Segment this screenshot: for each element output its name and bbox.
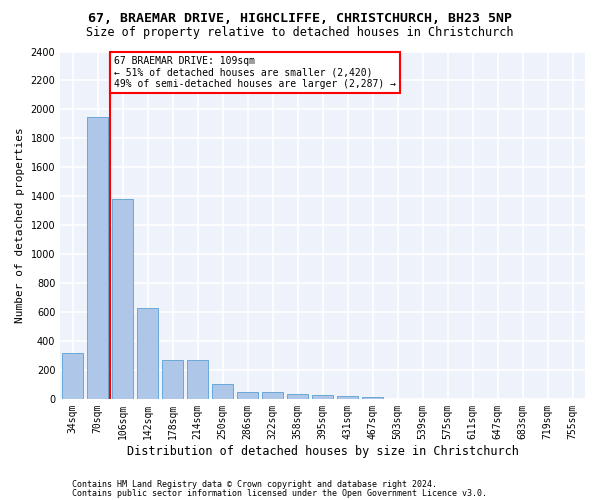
Bar [137, 308, 158, 399]
X-axis label: Distribution of detached houses by size in Christchurch: Distribution of detached houses by size … [127, 444, 518, 458]
Bar [162, 360, 183, 399]
Bar [187, 360, 208, 399]
Text: 67, BRAEMAR DRIVE, HIGHCLIFFE, CHRISTCHURCH, BH23 5NP: 67, BRAEMAR DRIVE, HIGHCLIFFE, CHRISTCHU… [88, 12, 512, 26]
Bar [312, 395, 333, 399]
Bar [212, 384, 233, 399]
Y-axis label: Number of detached properties: Number of detached properties [15, 128, 25, 323]
Text: Contains public sector information licensed under the Open Government Licence v3: Contains public sector information licen… [72, 488, 487, 498]
Bar [87, 116, 108, 399]
Text: Size of property relative to detached houses in Christchurch: Size of property relative to detached ho… [86, 26, 514, 39]
Bar [337, 396, 358, 399]
Text: 67 BRAEMAR DRIVE: 109sqm
← 51% of detached houses are smaller (2,420)
49% of sem: 67 BRAEMAR DRIVE: 109sqm ← 51% of detach… [114, 56, 396, 89]
Bar [262, 392, 283, 399]
Bar [62, 353, 83, 399]
Bar [237, 392, 258, 399]
Bar [287, 394, 308, 399]
Bar [112, 199, 133, 399]
Text: Contains HM Land Registry data © Crown copyright and database right 2024.: Contains HM Land Registry data © Crown c… [72, 480, 437, 489]
Bar [362, 396, 383, 399]
